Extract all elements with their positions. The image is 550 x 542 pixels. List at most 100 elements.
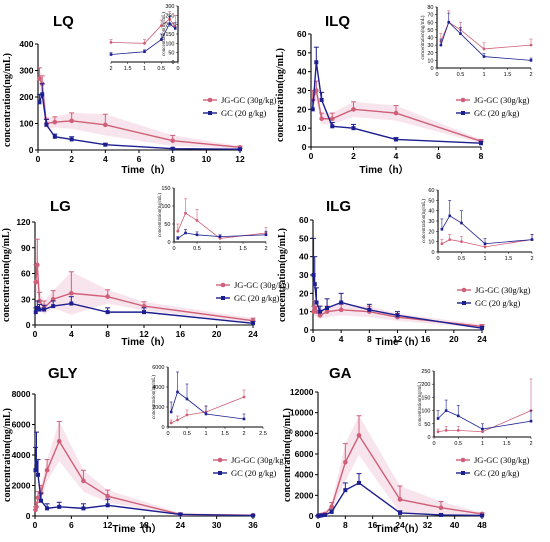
panel-lg-inset-ytick-label: 50 [164,222,170,228]
panel-ga-gc-point [398,510,402,515]
panel-lg-gc-point [42,307,47,312]
panel-gly-inset-jg-point [242,395,246,399]
panel-ga-inset-gc-point [436,417,440,420]
panel-ga-inset-xtick-label: 0 [432,441,435,447]
panel-lg-inset-xtick-label: 1.5 [239,246,247,252]
panel-ga-inset-xtick-label: 1 [481,441,484,447]
panel-ilq-gc-point [394,137,398,142]
panel-ga-jg-point [397,497,403,502]
panel-lq-jg-point [103,122,108,128]
panel-gly-jg-point [44,467,50,473]
panel-ilg-gc-point [325,306,330,310]
panel-lg-xtick-label: 12 [139,329,149,339]
panel-lq-inset-gc-point [143,50,146,54]
panel-gly-inset-gc-point [242,417,246,421]
panel-ilq-inset-ytick-label: 40 [427,36,433,42]
panel-ilq-inset-ytick-label: 10 [427,58,433,64]
panel-ilq-inset-jg-point [529,43,533,47]
panel-gly-ytick-label: 4000 [12,450,31,460]
panel-ga-inset-ytick-label: 200 [421,382,430,388]
panel-ilq-gc-point [310,107,315,112]
panel-ga-inset-jg-point [436,430,440,434]
panel-lg-inset-gc-point [184,231,187,235]
panel-ga-inset-xtick-label: 0.5 [454,441,462,447]
panel-ilq-ytick-label: 10 [297,123,307,133]
panel-ilq-ylabel: concentration(ng/mL) [275,48,286,142]
panel-gly-inset-ytick-label: 2000 [152,405,164,411]
panel-ilg-ytick-label: 50 [299,233,309,243]
panel-lg-xtick-label: 16 [176,329,186,339]
panel-lq-jg-point [37,76,42,81]
panel-lq-legend-jg-marker [207,97,213,103]
panel-gly-gc-point [105,503,110,508]
panel-gly-inset-xtick-label: 0.5 [183,431,191,437]
panel-ilg-inset-gc-point [483,242,487,246]
panel-ilg-inset-jg-point [448,238,452,242]
panel-ilg-gc-point [311,273,316,277]
panel-gly-gc-point [39,498,44,503]
panel-lg-jg-point [105,294,110,299]
panel-gly-gc-point [178,512,183,517]
panel-ga-xtick-label: 8 [343,520,348,530]
panel-ilq-ytick-label: 50 [297,48,307,58]
panel-ga-inset-gc-point [481,427,484,431]
panel-gly-xtick-label: 30 [212,520,222,530]
panel-lq-ytick-label: 300 [19,66,33,76]
panel-ilg-inset-gc-point [530,238,534,241]
panel-lg-inset-gc-point [195,233,199,237]
panel-lq-legend-gc-label: GC (20 g/kg) [221,108,267,118]
panel-ilg-inset-gc-point [448,214,452,218]
panel-lg-inset-xtick-label: 2 [264,246,267,252]
panel-lg-inset-xtick-label: 0.5 [193,246,201,252]
panel-gly-ytick-label: 0 [26,511,31,521]
panel-ilg-jg-point [314,309,319,314]
panel-ilq-jg-point [393,110,399,116]
panel-lg-gc-point [142,310,146,315]
panel-gly-title: GLY [48,365,77,382]
panel-lg-gc-point [51,304,56,309]
panel-lq-ytick-label: 100 [19,119,33,129]
panel-ilg-inset-gc-line [441,215,533,245]
panel-ga-xtick-label: 48 [477,520,487,530]
panel-ilq-jg-point [319,116,324,122]
panel-ilg-gc-point [312,282,317,287]
panel-lg-inset-xtick-label: 0 [172,246,175,252]
panel-lq-inset-ytick-label: 50 [168,51,174,57]
panel-lq-xtick-label: 8 [170,154,175,164]
panel-lg-gc-point [105,310,110,315]
panel-lg-gc-point [69,301,74,306]
panel-lg-xtick-label: 4 [69,329,74,339]
panel-ilg-inset-xtick-label: 0.5 [458,256,466,262]
panel-ilg-legend-gc-label: GC (20 g/kg) [475,298,521,308]
panel-ga-xlabel: Time（h） [375,522,424,535]
panel-ilg-gc-point [339,300,344,305]
panel-gly-gc-point [34,460,39,465]
panel-lq-jg-error-band [39,67,240,149]
panel-ga-gc-point [357,480,361,485]
panel-gly-gc-point [36,472,41,477]
panel-ga-legend-gc-label: GC (20 g/kg) [474,468,520,478]
panel-ilq-inset-ylabel: concentration(ng/mL) [421,15,426,59]
panel-gly-inset-jg-point [185,413,189,417]
panel-lg-xtick-label: 8 [105,329,110,339]
panel-lq-inset-gc-point [159,38,163,41]
panel-lg-gc-point [33,310,38,315]
panel-ga-inset-ylabel: concentration(ng/mL) [418,382,423,426]
panel-ilg-inset-ytick-label: 40 [428,209,434,215]
panel-lq-inset-xtick-label: 2 [109,66,112,72]
panel-lg-inset-ytick-label: 150 [161,186,170,192]
panel-ilq-xtick-label: 0 [309,151,314,161]
panel-ilq-jg-point [329,116,335,122]
panel-ilq-inset-gc-point [459,32,462,35]
panel-gly-xtick-label: 24 [176,520,186,530]
panel-lg-inset-gc-point [176,237,180,240]
panel-gly-inset-ytick-label: 6000 [152,365,164,371]
panel-ilg-inset-jg-point [483,245,487,249]
panel-ilq-ytick-label: 20 [297,104,307,114]
panel-ilq-inset-gc-point [439,43,443,47]
panel-lg-ytick-label: 60 [21,269,31,279]
panel-ilg-xtick-label: 8 [367,334,372,344]
panel-ilq-legend: JG-GC (30g/kg) GC (20 g/kg) [456,95,530,118]
panel-ilq-ytick-label: 60 [297,29,307,39]
panel-gly-inset-xtick-label: 1.5 [221,431,229,437]
